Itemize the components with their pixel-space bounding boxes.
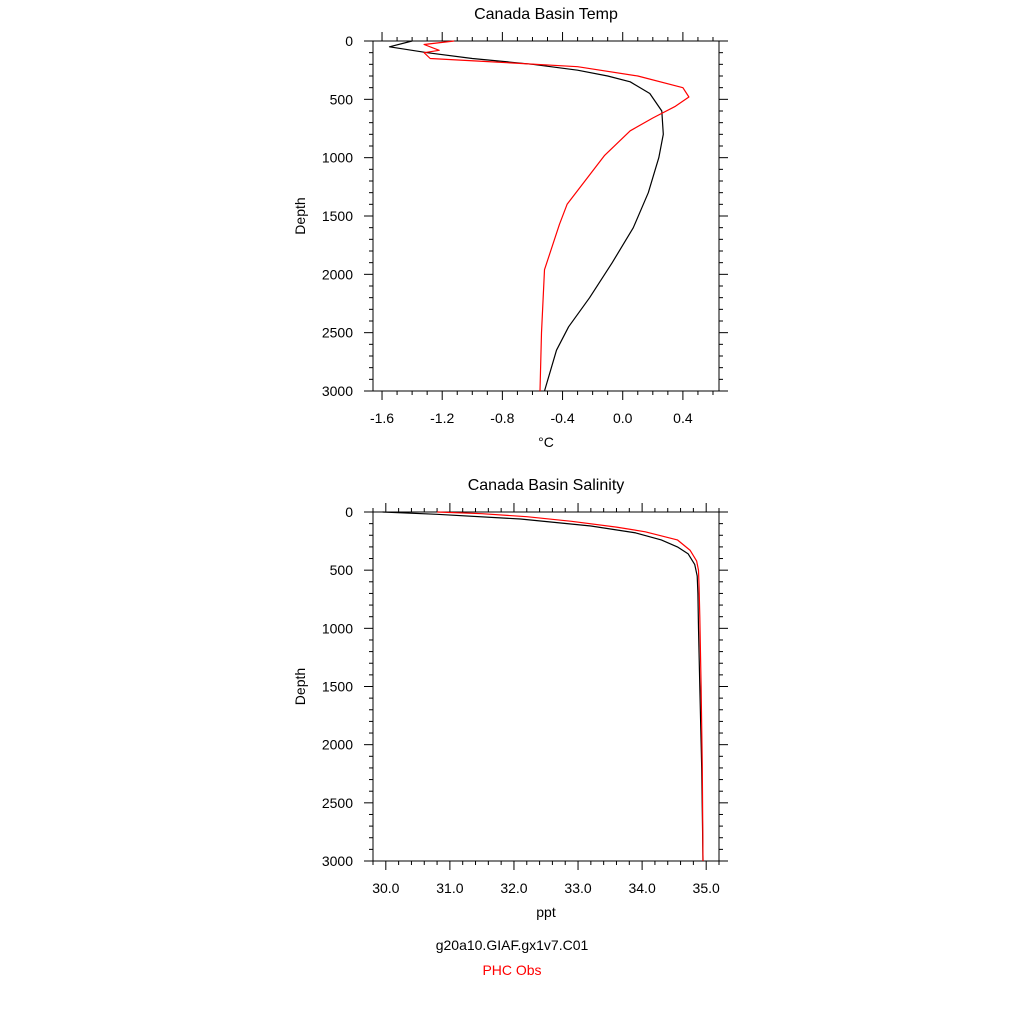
temp-panel: 0 500 1000 1500 2000 2500 3000 -1.6 -1.2 -0.8 -0.4… xyxy=(292,6,728,450)
x-tick-label: 30.0 xyxy=(372,880,399,896)
y-tick-label: 2000 xyxy=(322,737,353,753)
y-tick-label: 1500 xyxy=(322,208,353,224)
legend-obs: PHC Obs xyxy=(482,962,542,978)
y-tick-label: 1000 xyxy=(322,620,353,636)
series-line xyxy=(437,511,704,862)
y-tick-label: 3000 xyxy=(322,383,353,399)
y-tick-label: 2500 xyxy=(322,795,353,811)
x-tick-label: 0.4 xyxy=(673,410,693,426)
x-tick-label: 0.0 xyxy=(613,410,633,426)
x-tick-label: 33.0 xyxy=(564,880,591,896)
plot-frame xyxy=(372,511,720,862)
x-tick-label: 35.0 xyxy=(693,880,720,896)
x-tick-label: 31.0 xyxy=(436,880,463,896)
y-tick-label: 500 xyxy=(330,562,354,578)
y-tick-label: 0 xyxy=(345,33,353,49)
salinity-panel: 0 500 1000 1500 2000 2500 3000 30.0 31.0 32.0 33.0… xyxy=(292,477,728,920)
y-tick-label: 1000 xyxy=(322,150,353,166)
x-tick-label: -0.4 xyxy=(550,410,574,426)
y-tick-label: 2500 xyxy=(322,325,353,341)
x-tick-label: -0.8 xyxy=(490,410,514,426)
x-axis-label: °C xyxy=(538,434,554,450)
chart-title: Canada Basin Temp xyxy=(474,6,618,23)
x-tick-label: -1.6 xyxy=(370,410,394,426)
y-tick-label: 500 xyxy=(330,91,354,107)
x-tick-label: -1.2 xyxy=(430,410,454,426)
y-tick-label: 1500 xyxy=(322,679,353,695)
series-line xyxy=(423,40,690,392)
chart-title: Canada Basin Salinity xyxy=(468,477,625,494)
x-tick-label: 34.0 xyxy=(628,880,655,896)
plot-frame xyxy=(372,40,720,392)
series-line xyxy=(382,511,704,862)
y-axis-label: Depth xyxy=(292,197,308,234)
y-axis-label: Depth xyxy=(292,668,308,705)
y-tick-label: 0 xyxy=(345,504,353,520)
legend-model: g20a10.GIAF.gx1v7.C01 xyxy=(435,937,589,953)
series-line xyxy=(388,40,664,392)
x-axis-label: ppt xyxy=(536,904,556,920)
x-tick-label: 32.0 xyxy=(500,880,527,896)
y-tick-label: 3000 xyxy=(322,853,353,869)
y-tick-label: 2000 xyxy=(322,266,353,282)
